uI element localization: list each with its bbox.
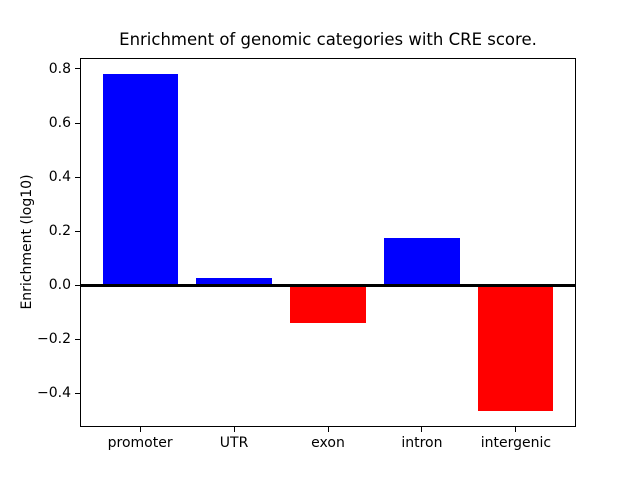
y-tick-label: 0.8 — [48, 60, 71, 77]
y-tick-label: −0.2 — [37, 331, 71, 348]
bar-intron — [384, 237, 460, 286]
x-tick-label-intron: intron — [401, 435, 443, 451]
y-tick-mark — [75, 392, 80, 394]
y-tick-label: −0.4 — [37, 385, 71, 402]
y-tick-label: 0.2 — [48, 223, 71, 240]
y-tick-label: 0.0 — [48, 277, 71, 294]
x-tick-mark — [421, 427, 423, 433]
x-tick-label-UTR: UTR — [219, 435, 249, 451]
bar-intergenic — [478, 285, 554, 411]
bar-promoter — [102, 74, 178, 286]
x-tick-label-promoter: promoter — [107, 435, 173, 451]
x-tick-mark — [233, 427, 235, 433]
x-tick-mark — [327, 427, 329, 433]
x-tick-label-intergenic: intergenic — [480, 435, 552, 451]
x-tick-label-exon: exon — [311, 435, 345, 451]
plot-area — [80, 57, 576, 428]
x-tick-mark — [139, 427, 141, 433]
y-tick-mark — [75, 338, 80, 340]
y-tick-mark — [75, 68, 80, 70]
y-tick-mark — [75, 122, 80, 124]
chart-title: Enrichment of genomic categories with CR… — [119, 30, 537, 49]
x-tick-mark — [515, 427, 517, 433]
bar-UTR — [196, 278, 272, 286]
y-tick-label: 0.4 — [48, 169, 71, 186]
bar-exon — [290, 285, 366, 324]
y-tick-mark — [75, 176, 80, 178]
zero-line — [80, 284, 576, 287]
y-tick-mark — [75, 230, 80, 232]
y-tick-label: 0.6 — [48, 115, 71, 132]
y-tick-mark — [75, 284, 80, 286]
